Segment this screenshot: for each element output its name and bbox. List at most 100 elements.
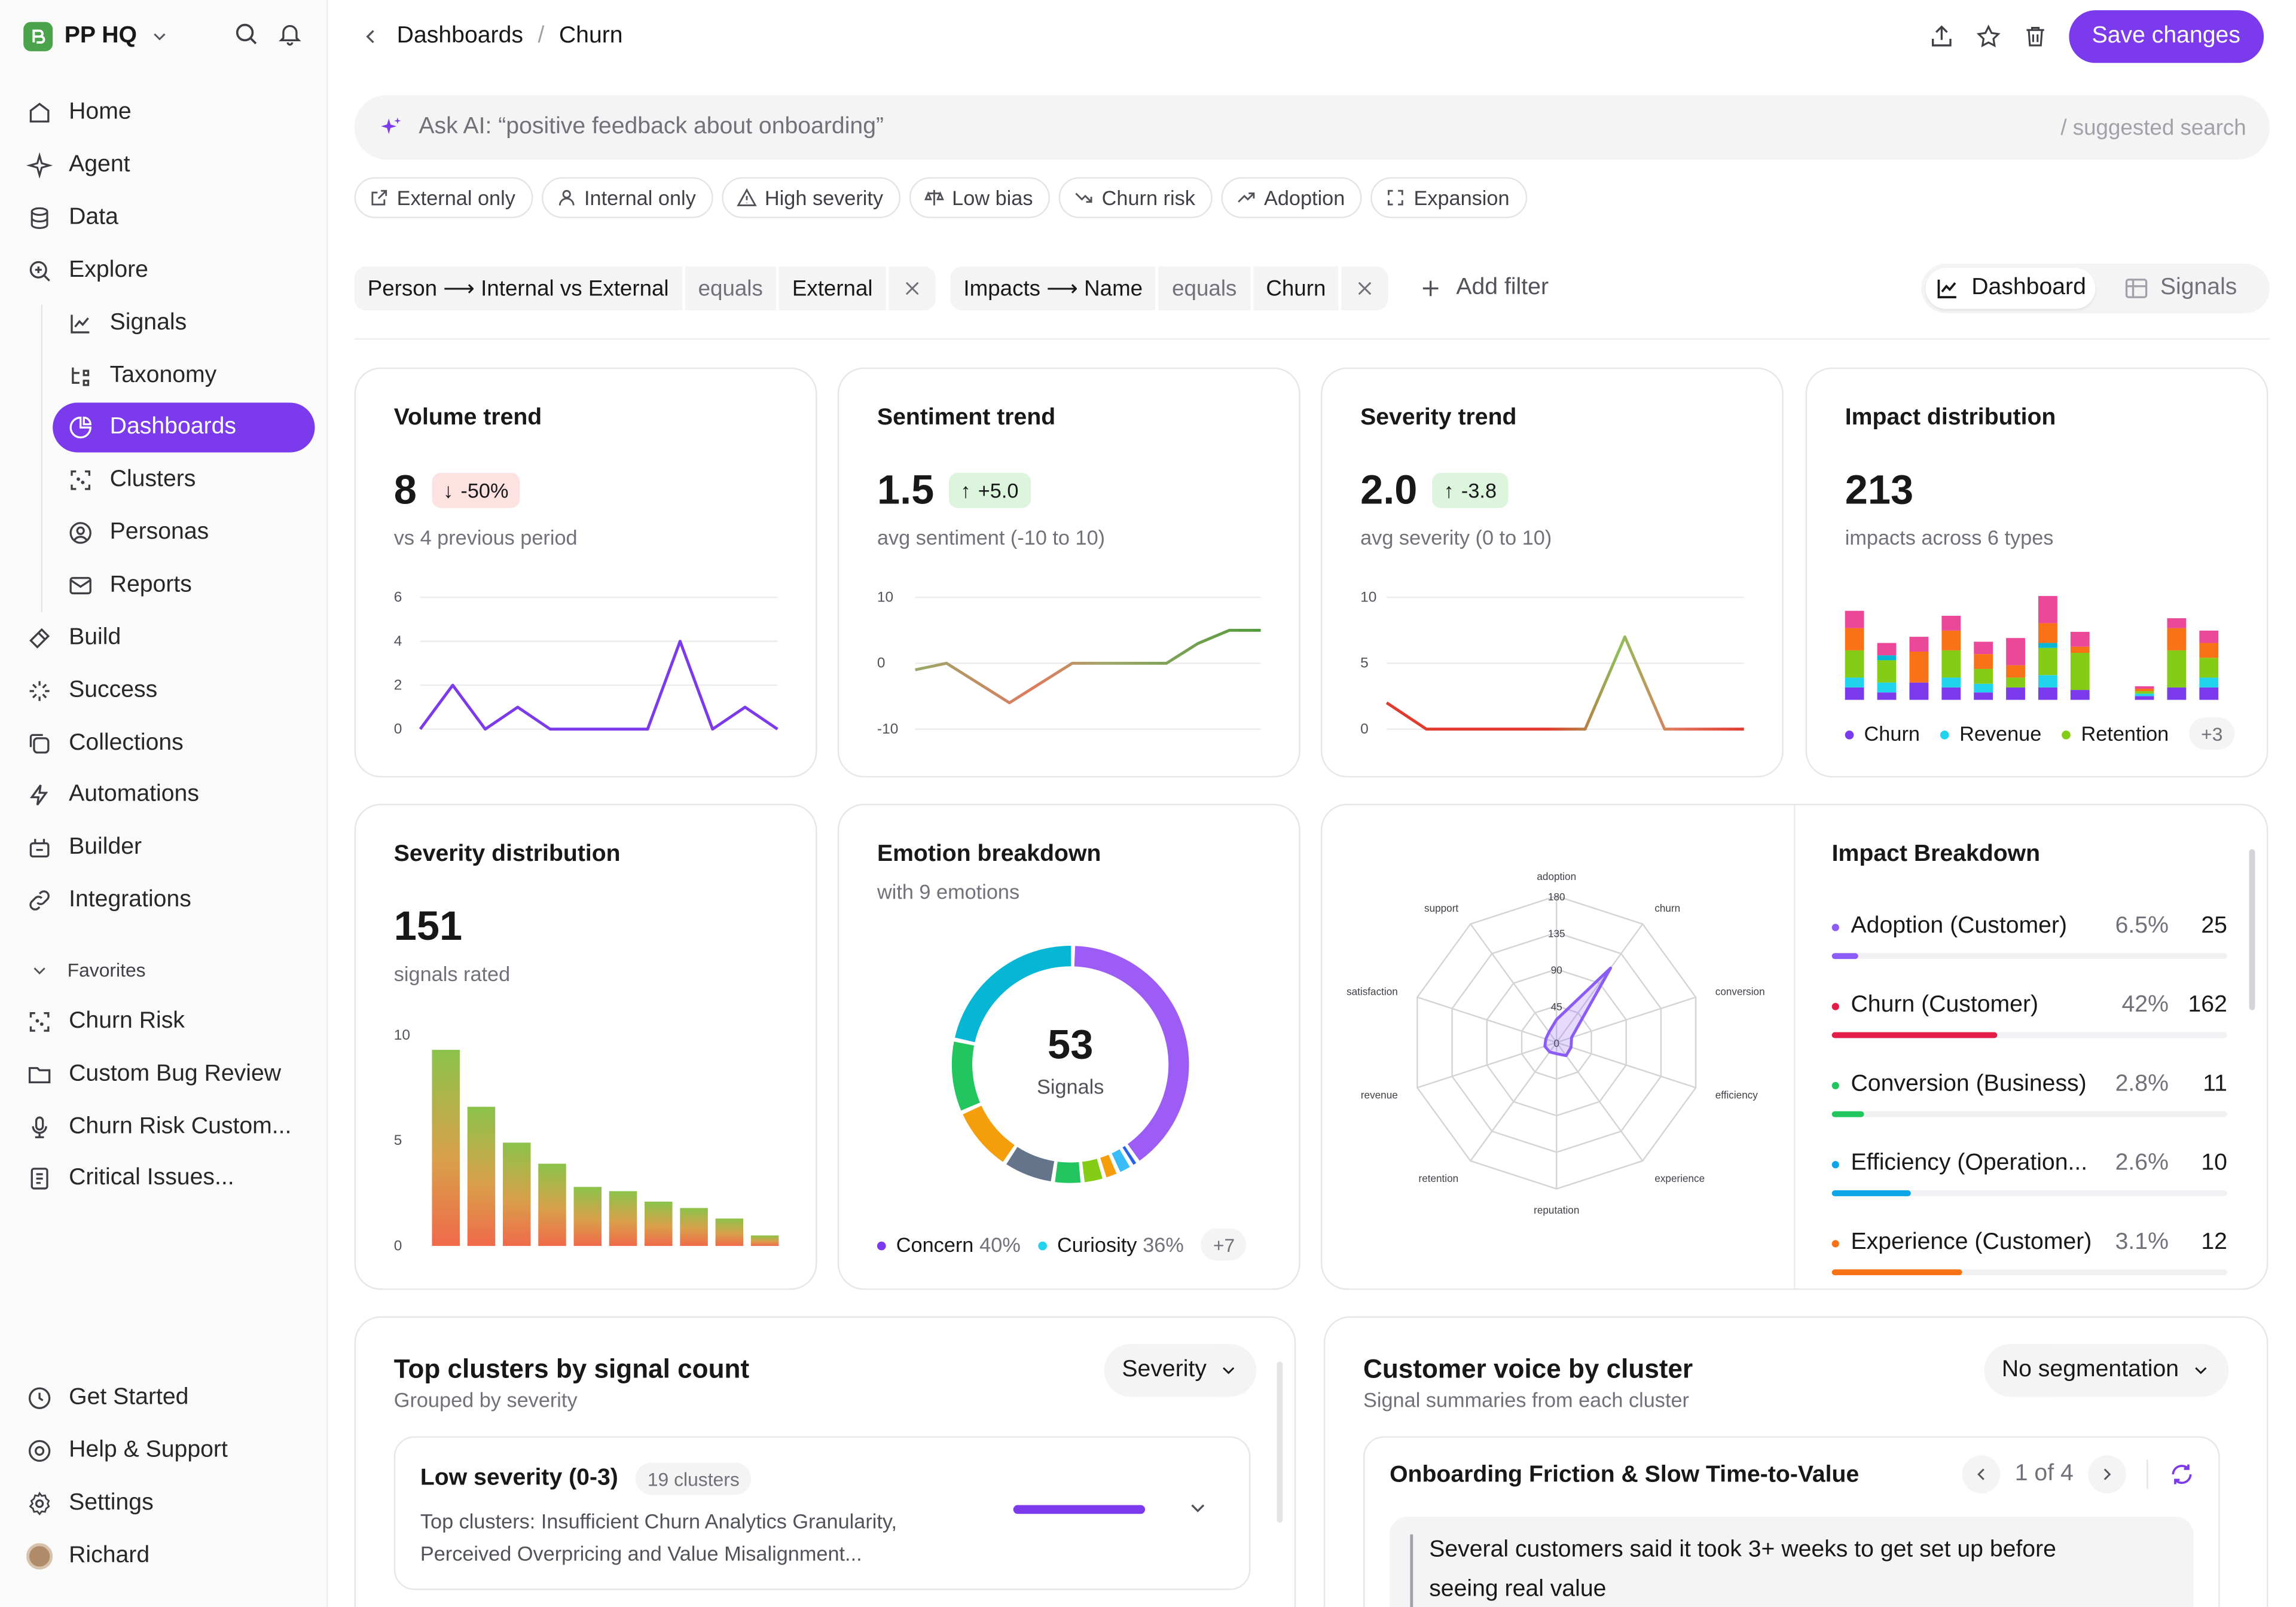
- filter-operator[interactable]: equals: [1159, 266, 1253, 311]
- nav-automations[interactable]: Automations: [20, 770, 313, 820]
- prev-button[interactable]: [1962, 1455, 2001, 1493]
- remove-filter-button[interactable]: [1342, 267, 1388, 310]
- nav-clusters[interactable]: Clusters: [53, 456, 315, 505]
- next-button[interactable]: [2088, 1455, 2126, 1493]
- tick-label: 0: [877, 655, 886, 671]
- radar-axis-label: churn: [1654, 902, 1680, 914]
- nav-home[interactable]: Home: [20, 88, 313, 138]
- severity-dropdown[interactable]: Severity: [1104, 1344, 1257, 1397]
- chip-external-only[interactable]: External only: [354, 177, 533, 218]
- breakdown-row[interactable]: Experience (Customer) 3.1% 12: [1831, 1223, 2227, 1281]
- filter-field[interactable]: Impacts ⟶ Name: [950, 266, 1159, 311]
- filter-field[interactable]: Person ⟶ Internal vs External: [355, 266, 685, 311]
- breakdown-count: 10: [2201, 1150, 2227, 1176]
- filter-value[interactable]: External: [779, 266, 889, 311]
- chip-churn-risk[interactable]: Churn risk: [1059, 177, 1213, 218]
- breakdown-row[interactable]: Adoption (Customer) 6.5% 25: [1831, 906, 2227, 965]
- nav-data[interactable]: Data: [20, 193, 313, 243]
- nav-reports[interactable]: Reports: [53, 561, 315, 610]
- nav-get-started[interactable]: Get Started: [20, 1373, 313, 1423]
- search-icon[interactable]: [233, 20, 259, 47]
- chip-expansion[interactable]: Expansion: [1371, 177, 1527, 218]
- nav-integrations[interactable]: Integrations: [20, 875, 313, 925]
- quote-rule: [1410, 1534, 1413, 1607]
- chart-legend: Churn Revenue Retention +3: [1845, 717, 2235, 750]
- nav-help[interactable]: Help & Support: [20, 1426, 313, 1475]
- card-value-row: 2.0 ↑ -3.8: [1360, 467, 1509, 514]
- chip-low-bias[interactable]: Low bias: [909, 177, 1051, 218]
- scrollbar[interactable]: [2249, 849, 2255, 1010]
- cluster-voice-panel: Onboarding Friction & Slow Time-to-Value…: [1363, 1436, 2220, 1607]
- breakdown-row[interactable]: Churn (Customer) 42% 162: [1831, 985, 2227, 1044]
- legend-more[interactable]: +3: [2189, 717, 2235, 750]
- card-severity-trend: Severity trend 2.0 ↑ -3.8 avg severity (0…: [1320, 367, 1784, 778]
- bar-segment: [2199, 658, 2219, 678]
- legend-dot: [1831, 923, 1839, 931]
- share-icon[interactable]: [1928, 23, 1954, 50]
- favorite-item[interactable]: Critical Issues...: [20, 1154, 313, 1203]
- nav-build[interactable]: Build: [20, 613, 313, 663]
- nav-dashboards[interactable]: Dashboards: [53, 402, 315, 453]
- card-subtitle: vs 4 previous period: [393, 526, 578, 549]
- ai-search-bar[interactable]: Ask AI: “positive feedback about onboard…: [354, 95, 2270, 160]
- save-changes-button[interactable]: Save changes: [2068, 10, 2264, 63]
- radar-tick-label: 45: [1551, 1001, 1562, 1013]
- nav-agent[interactable]: Agent: [20, 140, 313, 190]
- bar-segment: [1909, 651, 1929, 683]
- user-menu[interactable]: Richard: [20, 1532, 313, 1581]
- breakdown-row[interactable]: Conversion (Business) 2.8% 11: [1831, 1064, 2227, 1123]
- tab-signals[interactable]: Signals: [2095, 268, 2265, 309]
- nav-taxonomy[interactable]: Taxonomy: [53, 352, 315, 401]
- search-input[interactable]: Ask AI: “positive feedback about onboard…: [419, 114, 884, 139]
- chip-internal-only[interactable]: Internal only: [541, 177, 714, 218]
- nav-builder[interactable]: Builder: [20, 823, 313, 872]
- chip-high-severity[interactable]: High severity: [722, 177, 901, 218]
- nav-success[interactable]: Success: [20, 666, 313, 716]
- breakdown-row[interactable]: Efficiency (Operation... 2.6% 10: [1831, 1144, 2227, 1202]
- cluster-group[interactable]: Low severity (0-3) 19 clusters Top clust…: [393, 1436, 1251, 1590]
- legend-more[interactable]: +7: [1201, 1228, 1247, 1261]
- chip-label: Expansion: [1413, 186, 1510, 210]
- legend-dot: [1831, 1239, 1839, 1247]
- nav-personas[interactable]: Personas: [53, 508, 315, 558]
- tab-dashboard[interactable]: Dashboard: [1925, 268, 2096, 309]
- remove-filter-button[interactable]: [889, 267, 936, 310]
- workspace-switcher[interactable]: PP HQ: [23, 17, 169, 56]
- bell-icon[interactable]: [277, 20, 303, 47]
- nav-settings[interactable]: Settings: [20, 1478, 313, 1528]
- segmentation-dropdown[interactable]: No segmentation: [1984, 1344, 2229, 1397]
- card-title: Severity distribution: [393, 842, 621, 867]
- nav-collections[interactable]: Collections: [20, 719, 313, 768]
- bar-segment: [2006, 687, 2025, 700]
- favorite-item[interactable]: Churn Risk: [20, 997, 313, 1047]
- quote-line: seeing real value: [1429, 1577, 1607, 1602]
- nav-signals[interactable]: Signals: [53, 299, 315, 349]
- user-icon: [556, 187, 576, 207]
- chart-legend: Concern 40% Curiosity 36% +7: [877, 1228, 1247, 1261]
- chevron-down-icon[interactable]: [1186, 1496, 1210, 1520]
- nav-explore[interactable]: Explore: [20, 246, 313, 295]
- delta-badge: ↓ -50%: [431, 473, 521, 508]
- refresh-icon[interactable]: [2169, 1461, 2195, 1487]
- favorite-item[interactable]: Custom Bug Review: [20, 1050, 313, 1099]
- add-filter-button[interactable]: Add filter: [1418, 275, 1549, 301]
- chevron-right-icon: [2097, 1464, 2117, 1484]
- card-impact-distribution: Impact distribution 213 impacts across 6…: [1805, 367, 2268, 778]
- donut-slice: [1100, 1154, 1117, 1178]
- warning-icon: [737, 187, 758, 207]
- chip-adoption[interactable]: Adoption: [1221, 177, 1363, 218]
- bar-segment: [1941, 615, 1961, 631]
- favorites-header[interactable]: Favorites: [29, 959, 146, 981]
- chevron-left-icon[interactable]: [359, 25, 382, 48]
- filter-operator[interactable]: equals: [685, 266, 779, 311]
- nav-label: Explore: [69, 258, 148, 283]
- trend-down-icon: [1074, 187, 1094, 207]
- scrollbar[interactable]: [1277, 1361, 1283, 1523]
- breadcrumb-parent[interactable]: Dashboards: [396, 23, 523, 48]
- builder-icon: [26, 835, 53, 861]
- favorite-item[interactable]: Churn Risk Custom...: [20, 1102, 313, 1152]
- tree-line: [41, 304, 43, 612]
- star-icon[interactable]: [1975, 23, 2001, 50]
- filter-value[interactable]: Churn: [1253, 266, 1342, 311]
- trash-icon[interactable]: [2022, 23, 2048, 50]
